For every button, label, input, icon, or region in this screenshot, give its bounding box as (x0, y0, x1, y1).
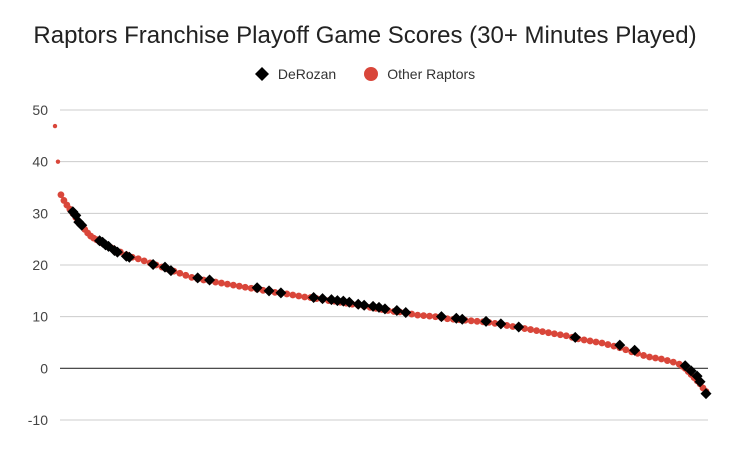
other-raptors-point (182, 271, 190, 279)
derozan-point (192, 272, 204, 284)
derozan-point (147, 258, 159, 270)
other-raptors-point (586, 337, 594, 345)
derozan-point (263, 285, 275, 297)
derozan-point (685, 365, 697, 377)
other-raptors-point (669, 358, 677, 366)
other-raptors-point (562, 332, 570, 340)
derozan-point (700, 388, 712, 400)
other-raptors-point (57, 191, 65, 199)
derozan-point (343, 296, 355, 308)
y-tick-label: 40 (32, 154, 48, 170)
other-raptors-point (556, 331, 564, 339)
other-raptors-point (539, 328, 546, 336)
derozan-point (251, 282, 263, 294)
derozan-point (629, 344, 641, 356)
derozan-point (480, 315, 492, 327)
other-raptors-point (527, 326, 535, 333)
y-tick-label: -10 (28, 412, 48, 428)
other-raptors-point (580, 336, 588, 344)
y-tick-label: 0 (40, 360, 48, 376)
other-raptors-point (663, 357, 671, 364)
other-raptors-point (426, 312, 433, 320)
y-tick-label: 50 (32, 102, 48, 118)
legend-label-derozan: DeRozan (277, 66, 337, 82)
other-raptors-point (652, 354, 659, 362)
other-raptors-point (658, 355, 665, 363)
derozan-point (513, 321, 525, 333)
other-raptors-point (134, 255, 142, 263)
other-raptors-point (622, 346, 630, 354)
other-raptors-point (420, 312, 428, 320)
derozan-point (111, 246, 123, 258)
other-raptors-point (176, 269, 184, 277)
derozan-point (614, 339, 626, 351)
y-tick-label: 10 (32, 309, 48, 325)
derozan-point (456, 313, 468, 325)
derozan-point (391, 304, 403, 316)
other-raptors-point (533, 327, 540, 335)
legend-item-derozan: DeRozan (254, 66, 337, 82)
other-raptors-point (598, 339, 606, 347)
derozan-point (435, 311, 447, 323)
derozan-point (204, 274, 216, 286)
other-raptors-point (592, 338, 600, 346)
diamond-marker-icon (254, 67, 269, 81)
other-raptors-point (235, 282, 243, 290)
other-raptors-point (224, 280, 231, 288)
y-tick-label: 20 (32, 257, 48, 273)
other-raptors-point (545, 329, 552, 337)
other-raptors-point (229, 281, 237, 289)
other-raptors-point (301, 293, 309, 301)
other-raptors-point (550, 330, 558, 338)
chart-title: Raptors Franchise Playoff Game Scores (3… (33, 22, 697, 49)
other-raptors-point (289, 291, 297, 299)
derozan-point (123, 251, 135, 263)
derozan-point (165, 265, 177, 277)
legend-item-other-raptors: Other Raptors (364, 66, 475, 82)
other-raptors-point (640, 352, 647, 359)
legend: DeRozan Other Raptors (0, 66, 730, 82)
derozan-point (400, 307, 412, 319)
other-raptors-point (241, 283, 249, 291)
derozan-point (358, 299, 370, 311)
legend-label-other-raptors: Other Raptors (387, 66, 476, 82)
other-raptors-point (467, 317, 475, 325)
derozan-point (379, 303, 391, 315)
derozan-point (694, 376, 706, 388)
derozan-point (308, 292, 320, 304)
other-raptors-point (473, 317, 481, 325)
y-tick-label: 30 (32, 205, 48, 221)
other-raptors-point (140, 257, 148, 265)
other-raptors-point (52, 123, 58, 129)
other-raptors-point (432, 313, 439, 321)
other-raptors-point (646, 353, 653, 361)
other-raptors-point (604, 341, 612, 348)
derozan-point (76, 219, 88, 231)
circle-marker-icon (364, 67, 379, 81)
other-raptors-point (295, 292, 303, 300)
derozan-point (569, 331, 581, 343)
derozan-point (317, 293, 329, 305)
derozan-point (679, 360, 691, 372)
derozan-point (495, 318, 507, 330)
other-raptors-point (55, 159, 61, 164)
other-raptors-point (414, 311, 422, 319)
derozan-point (275, 287, 287, 299)
other-raptors-point (218, 279, 225, 287)
